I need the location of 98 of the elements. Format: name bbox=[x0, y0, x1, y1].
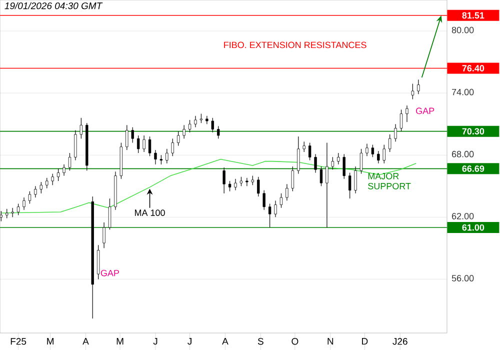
candlestick bbox=[320, 166, 323, 186]
candlestick bbox=[411, 83, 414, 100]
annotation: GAP bbox=[416, 108, 434, 114]
candlestick bbox=[34, 186, 37, 198]
candlestick bbox=[382, 144, 386, 164]
x-tick-label: J26 bbox=[392, 338, 408, 345]
candlestick bbox=[46, 178, 48, 189]
candlestick bbox=[417, 79, 420, 94]
candlestick bbox=[274, 200, 277, 218]
candlestick bbox=[228, 180, 232, 192]
chart-title: 19/01/2026 04:30 GMT bbox=[4, 2, 103, 10]
y-tick-label: 56.00 bbox=[452, 275, 474, 282]
candlestick bbox=[148, 136, 152, 156]
candlestick bbox=[371, 144, 374, 158]
candlestick bbox=[240, 176, 243, 186]
candlestick bbox=[108, 198, 112, 230]
candlestick bbox=[297, 136, 300, 174]
candlestick bbox=[177, 131, 180, 146]
candlestick bbox=[0, 210, 2, 222]
candlestick bbox=[68, 152, 72, 171]
candlestick bbox=[126, 124, 128, 150]
candlestick bbox=[342, 154, 346, 180]
y-tick-label: 80.00 bbox=[452, 26, 474, 34]
candlestick bbox=[314, 154, 317, 173]
ref-line-label: 66.69 bbox=[462, 165, 484, 172]
candlestick bbox=[102, 222, 106, 248]
candlestick bbox=[74, 130, 77, 161]
candlestick bbox=[182, 124, 186, 139]
candlestick bbox=[211, 118, 214, 133]
x-tick-label: N bbox=[328, 338, 334, 345]
candlestick bbox=[257, 176, 260, 197]
candlestick bbox=[80, 118, 83, 139]
series-label: MA 100 bbox=[134, 210, 165, 216]
x-tick-label: O bbox=[292, 338, 298, 345]
ref-line-label: 70.30 bbox=[462, 128, 484, 135]
candlestick bbox=[354, 166, 357, 194]
candlestick bbox=[366, 143, 368, 156]
candlestick bbox=[16, 203, 20, 216]
x-tick-label: M bbox=[116, 338, 124, 345]
candlestick bbox=[291, 166, 294, 192]
candlestick bbox=[400, 109, 403, 132]
candlestick bbox=[56, 168, 60, 182]
candlestick bbox=[22, 197, 26, 210]
x-tick-label: J bbox=[188, 338, 192, 345]
x-tick-label: A bbox=[82, 338, 89, 345]
x-tick-label: S bbox=[258, 338, 264, 345]
candlestick bbox=[51, 173, 54, 186]
candlestick bbox=[246, 178, 248, 186]
candlestick bbox=[251, 175, 254, 186]
x-tick-label: D bbox=[362, 338, 368, 345]
y-tick-label: 62.00 bbox=[452, 212, 474, 220]
ref-line-label: 76.40 bbox=[462, 65, 484, 72]
candlestick bbox=[406, 105, 408, 122]
candlestick bbox=[308, 142, 312, 161]
x-tick-label: A bbox=[222, 338, 228, 345]
candlestick bbox=[200, 113, 203, 124]
candlestick bbox=[188, 120, 192, 133]
candlestick bbox=[40, 182, 43, 194]
candlestick bbox=[337, 152, 340, 165]
x-tick-label: F25 bbox=[10, 338, 26, 345]
y-tick-label: 68.00 bbox=[452, 150, 474, 158]
candlestick bbox=[136, 135, 140, 154]
candlestick bbox=[217, 126, 220, 139]
candlestick bbox=[377, 150, 380, 164]
candlestick bbox=[11, 208, 14, 218]
candlestick bbox=[142, 135, 146, 152]
candlestick bbox=[96, 244, 100, 280]
annotation: FIBO. EXTENSION RESISTANCES bbox=[224, 42, 366, 48]
ref-line-label: 81.51 bbox=[462, 12, 484, 19]
candlestick bbox=[62, 164, 66, 176]
candlestick bbox=[326, 142, 328, 228]
candlestick bbox=[166, 148, 168, 164]
candlestick bbox=[280, 193, 283, 208]
candlestick bbox=[331, 156, 334, 170]
candlestick bbox=[131, 126, 134, 144]
candlestick bbox=[206, 116, 208, 124]
candlestick bbox=[286, 184, 288, 201]
candlestick bbox=[394, 124, 397, 142]
candlestick bbox=[262, 190, 266, 210]
y-tick-label: 74.00 bbox=[452, 88, 474, 96]
candlestick bbox=[360, 148, 363, 174]
candlestick bbox=[268, 203, 272, 228]
candlestick bbox=[6, 208, 8, 218]
annotation: GAP bbox=[100, 270, 120, 276]
candlestick bbox=[171, 138, 174, 156]
candlestick bbox=[234, 178, 237, 191]
candlestick bbox=[194, 116, 197, 128]
ref-line-label: 61.00 bbox=[462, 224, 484, 231]
candlestick bbox=[348, 172, 352, 199]
candlestick bbox=[388, 134, 392, 152]
annotation: MAJOR SUPPORT bbox=[368, 172, 411, 190]
candlestick bbox=[160, 154, 163, 165]
x-tick-label: J bbox=[153, 338, 158, 345]
candlestick bbox=[302, 141, 306, 152]
candlestick bbox=[222, 167, 226, 194]
candlestick bbox=[154, 150, 157, 165]
x-tick-label: M bbox=[47, 338, 54, 345]
candlestick bbox=[28, 191, 32, 204]
